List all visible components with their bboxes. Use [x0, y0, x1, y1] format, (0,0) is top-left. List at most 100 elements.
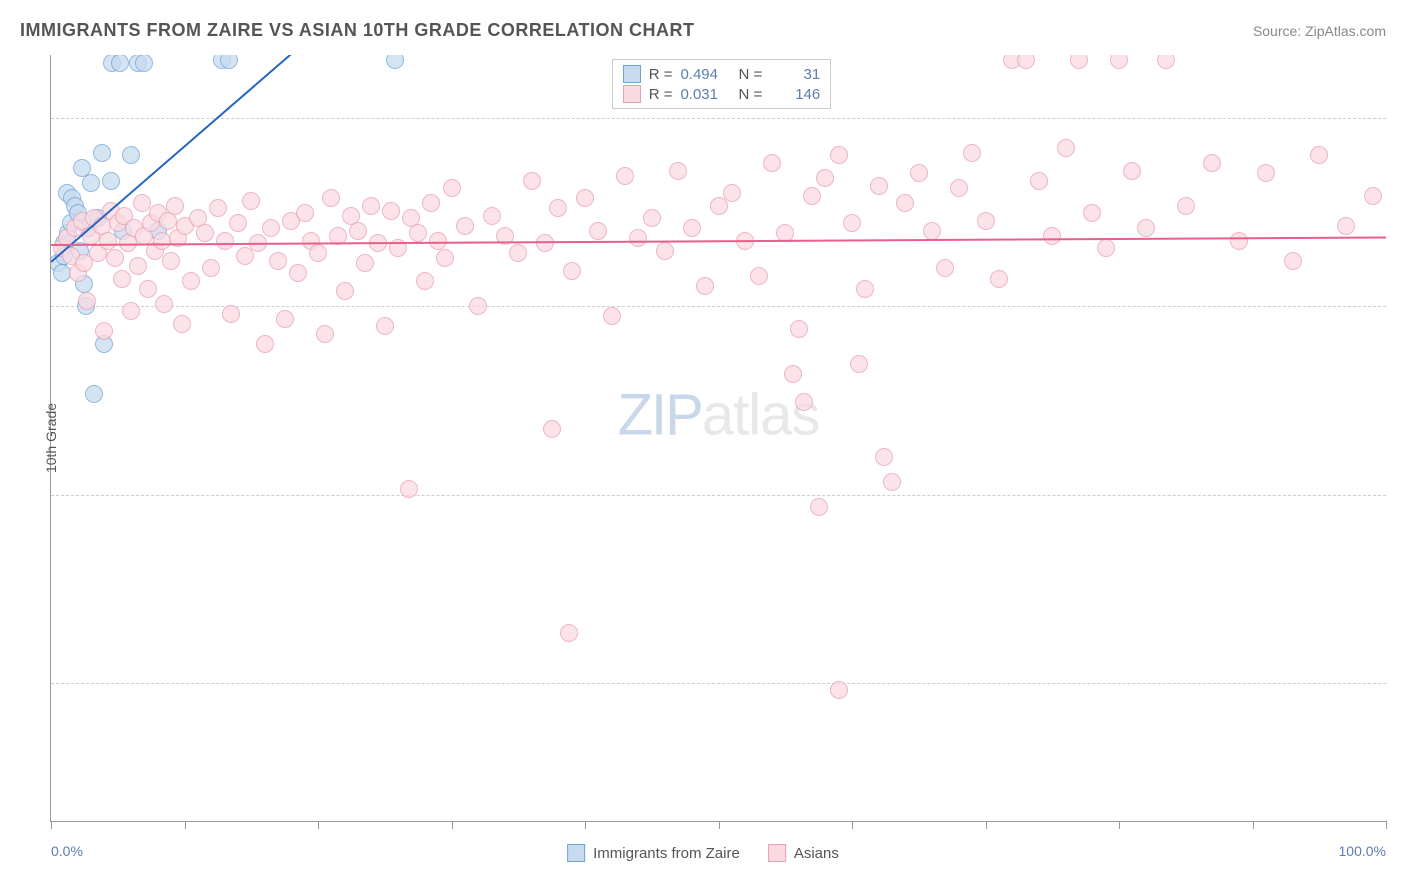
data-point: [309, 244, 327, 262]
data-point: [336, 282, 354, 300]
data-point: [950, 179, 968, 197]
data-point: [830, 681, 848, 699]
legend-r-value: 0.494: [680, 66, 730, 83]
data-point: [1157, 55, 1175, 69]
data-point: [1017, 55, 1035, 69]
data-point: [990, 270, 1008, 288]
data-point: [220, 55, 238, 69]
data-point: [155, 295, 173, 313]
chart-title: IMMIGRANTS FROM ZAIRE VS ASIAN 10TH GRAD…: [20, 20, 695, 41]
x-tick: [1119, 821, 1120, 829]
data-point: [1030, 172, 1048, 190]
y-tick-label: 85.0%: [1394, 487, 1406, 503]
legend-r-value: 0.031: [680, 86, 730, 103]
data-point: [113, 270, 131, 288]
legend-n-label: N =: [738, 86, 762, 103]
data-point: [289, 264, 307, 282]
data-point: [1257, 164, 1275, 182]
data-point: [269, 252, 287, 270]
data-point: [669, 162, 687, 180]
data-point: [262, 219, 280, 237]
data-point: [173, 315, 191, 333]
legend-row: R = 0.031 N = 146: [623, 84, 821, 104]
x-tick: [585, 821, 586, 829]
x-tick: [51, 821, 52, 829]
data-point: [85, 385, 103, 403]
data-point: [923, 222, 941, 240]
legend-label: Immigrants from Zaire: [593, 845, 740, 862]
series-legend: Immigrants from ZaireAsians: [567, 844, 839, 862]
data-point: [850, 355, 868, 373]
data-point: [509, 244, 527, 262]
data-point: [122, 302, 140, 320]
data-point: [82, 174, 100, 192]
x-tick: [452, 821, 453, 829]
legend-n-label: N =: [738, 66, 762, 83]
data-point: [296, 204, 314, 222]
data-point: [216, 232, 234, 250]
x-tick: [852, 821, 853, 829]
data-point: [456, 217, 474, 235]
data-point: [196, 224, 214, 242]
data-point: [870, 177, 888, 195]
data-point: [416, 272, 434, 290]
data-point: [1083, 204, 1101, 222]
data-point: [469, 297, 487, 315]
data-point: [316, 325, 334, 343]
legend-swatch: [567, 844, 585, 862]
legend-r-label: R =: [649, 86, 673, 103]
data-point: [382, 202, 400, 220]
data-point: [616, 167, 634, 185]
data-point: [1203, 154, 1221, 172]
legend-row: R =0.494N =31: [623, 64, 821, 84]
data-point: [1230, 232, 1248, 250]
data-point: [229, 214, 247, 232]
legend-n-value: 31: [770, 66, 820, 83]
data-point: [1137, 219, 1155, 237]
x-tick: [185, 821, 186, 829]
data-point: [133, 194, 151, 212]
data-point: [883, 473, 901, 491]
data-point: [162, 252, 180, 270]
data-point: [409, 224, 427, 242]
data-point: [977, 212, 995, 230]
data-point: [129, 257, 147, 275]
gridline: [51, 306, 1386, 307]
data-point: [1310, 146, 1328, 164]
data-point: [816, 169, 834, 187]
x-tick: [986, 821, 987, 829]
data-point: [256, 335, 274, 353]
legend-n-value: 146: [770, 86, 820, 103]
data-point: [936, 259, 954, 277]
data-point: [356, 254, 374, 272]
data-point: [166, 197, 184, 215]
data-point: [1284, 252, 1302, 270]
data-point: [209, 199, 227, 217]
x-axis-min-label: 0.0%: [51, 843, 83, 859]
legend-swatch: [623, 65, 641, 83]
data-point: [683, 219, 701, 237]
data-point: [896, 194, 914, 212]
data-point: [1070, 55, 1088, 69]
correlation-legend: R = 0.494 N = 31R = 0.031 N = 146: [612, 59, 832, 109]
data-point: [349, 222, 367, 240]
data-point: [122, 146, 140, 164]
scatter-plot: ZIPatlas: [51, 55, 1386, 821]
data-point: [536, 234, 554, 252]
data-point: [93, 144, 111, 162]
data-point: [106, 249, 124, 267]
data-point: [436, 249, 454, 267]
data-point: [910, 164, 928, 182]
data-point: [875, 448, 893, 466]
data-point: [78, 292, 96, 310]
legend-swatch: [623, 85, 641, 103]
data-point: [543, 420, 561, 438]
x-axis-max-label: 100.0%: [1339, 843, 1386, 859]
data-point: [222, 305, 240, 323]
data-point: [182, 272, 200, 290]
data-point: [603, 307, 621, 325]
data-point: [560, 624, 578, 642]
data-point: [750, 267, 768, 285]
x-tick: [318, 821, 319, 829]
data-point: [763, 154, 781, 172]
